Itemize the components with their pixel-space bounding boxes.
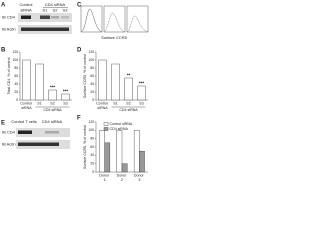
bar [99,130,105,173]
panel-label: E [1,121,5,127]
y-tick-label: 60 [14,74,18,78]
x-tick-label: Control siRNA [96,101,109,110]
bar [133,130,140,173]
blot-header: CD4 siRNA [45,2,66,7]
bar [61,93,70,101]
histograms [80,5,149,33]
y-tick-label: 20 [90,90,94,94]
band [18,130,32,134]
figure: A B C D E F Control CD4 siRNA siRNA S1 S… [1,2,149,182]
panel-label: C [77,3,82,9]
bar [121,163,128,173]
y-tick-label: 80 [90,137,94,141]
blot-column: S2 [53,8,59,13]
band [51,16,59,19]
band [21,15,31,19]
y-tick-label: 20 [14,90,18,94]
y-tick-label: 80 [90,66,94,70]
bar [137,85,146,101]
y-tick-label: 0 [92,98,94,102]
bar [48,89,57,101]
blot-row: IB CD4 [2,15,16,20]
bar [139,150,145,173]
y-axis-label: Surface CCR5, % of control [83,54,87,98]
y-axis-label: Surface CCR5, % of control [83,125,87,169]
panel-label: A [1,3,6,9]
x-tick-label: Donor 3 [134,173,145,182]
x-axis-label: Surface CCR5 [101,35,128,40]
group-label: CD4 siRNA [119,108,138,112]
bar [116,130,123,173]
significance: ** [127,73,131,78]
bar [124,77,133,101]
blot-header: CD4 siRNA [42,119,63,124]
x-tick-label: Donor 2 [117,173,128,182]
band [40,15,50,19]
y-tick-label: 120 [89,120,95,124]
y-tick-label: 40 [14,82,18,86]
significance: *** [139,81,145,86]
y-tick-label: 100 [89,58,95,62]
y-axis-label: Total CD4, % of control [7,57,11,94]
band [45,131,59,134]
bar [111,63,120,101]
y-tick-label: 40 [90,82,94,86]
blot-column: siRNA [20,8,32,13]
blot-column: S1 [43,8,49,13]
legend-swatch [103,122,109,126]
y-tick-label: 60 [90,145,94,149]
x-tick-label: S3 [63,101,67,105]
y-tick-label: 80 [14,66,18,70]
x-tick-label: Control siRNA [20,101,33,110]
x-tick-label: S1 [113,101,117,105]
legend-label: Control siRNA [110,122,133,126]
panel-label: B [1,48,6,54]
y-tick-label: 0 [16,98,18,102]
y-tick-label: 40 [90,153,94,157]
panel-label: D [77,48,82,54]
band [18,142,59,146]
blot [16,128,70,137]
bar [22,59,31,101]
y-tick-label: 60 [90,74,94,78]
y-tick-label: 100 [89,128,95,132]
y-tick-label: 120 [89,50,95,54]
bar [98,59,107,101]
blot-header: Control [20,2,33,7]
legend-swatch [103,127,109,131]
blot-row: IB CD4 [2,130,16,135]
band [21,27,69,31]
significance: *** [50,85,56,90]
significance: *** [63,89,69,94]
band [61,16,69,19]
blot-row: IB Actin [2,142,16,147]
bar [35,63,44,101]
group-label: CD4 siRNA [43,108,62,112]
y-tick-label: 0 [92,170,94,174]
blot-row: IB Actin [2,27,16,32]
y-tick-label: 100 [13,58,19,62]
blot-header: Control T cells [11,119,36,124]
x-tick-label: S2 [126,101,130,105]
x-tick-label: Donor 1 [99,173,110,182]
panel-label: F [77,116,81,122]
y-tick-label: 120 [13,50,19,54]
y-tick-label: 20 [90,162,94,166]
bar [104,142,111,173]
legend-label: CD4 siRNA [110,127,129,131]
x-tick-label: S1 [37,101,41,105]
blot-column: S3 [63,8,69,13]
x-tick-label: S2 [50,101,54,105]
x-tick-label: S3 [139,101,143,105]
